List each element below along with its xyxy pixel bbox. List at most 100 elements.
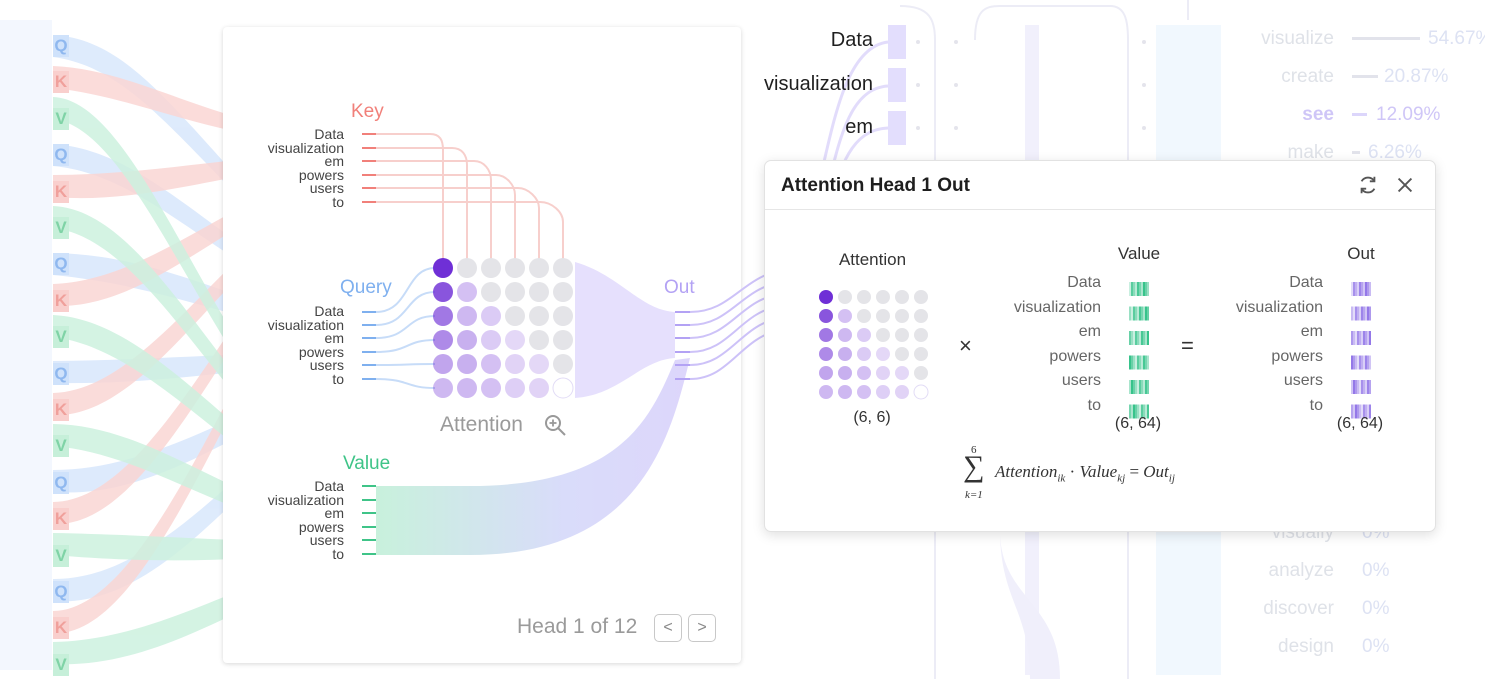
query-token: em: [324, 330, 344, 346]
attention-cell[interactable]: [505, 354, 525, 374]
qkv-label-v: V: [53, 326, 69, 349]
attention-cell[interactable]: [433, 306, 453, 326]
attention-cell[interactable]: [481, 282, 501, 302]
chevron-left-icon[interactable]: <: [654, 614, 682, 642]
pred-bar: [1352, 75, 1378, 78]
attention-cell[interactable]: [529, 378, 549, 398]
attention-cell[interactable]: [505, 258, 525, 278]
popup-token: users: [1283, 372, 1323, 389]
value-vector: [1129, 331, 1149, 345]
attention-cell[interactable]: [433, 354, 453, 374]
popup-token: Data: [1067, 274, 1101, 291]
popup-attention-cell: [914, 347, 928, 361]
value-vector: [1129, 404, 1149, 419]
attention-cell[interactable]: [553, 282, 573, 302]
prediction-word: discover: [1263, 598, 1334, 619]
attention-cell[interactable]: [481, 330, 501, 350]
popup-token: powers: [1271, 347, 1323, 365]
attention-cell[interactable]: [457, 258, 477, 278]
attention-cell[interactable]: [457, 354, 477, 374]
attention-cell[interactable]: [553, 354, 573, 374]
attention-cell[interactable]: [505, 378, 525, 398]
qkv-label-k: K: [53, 71, 69, 94]
popup-attention-cell: [857, 328, 871, 342]
query-token: users: [309, 357, 344, 373]
prediction-word: see: [1302, 104, 1334, 125]
popup-attention-shape: (6, 6): [853, 409, 891, 426]
popup-formula: 6 ∑ k=1 Attentionik · Valuekj = Outij: [961, 444, 1281, 504]
attention-cell[interactable]: [457, 306, 477, 326]
attention-cell[interactable]: [505, 282, 525, 302]
out-vector: [1351, 404, 1371, 419]
popup-attention-cell: [819, 328, 833, 342]
popup-attention-cell: [857, 385, 871, 399]
attention-cell[interactable]: [529, 306, 549, 326]
popup-matrices: [819, 282, 1371, 419]
attention-cell[interactable]: [553, 330, 573, 350]
attention-cell[interactable]: [481, 378, 501, 398]
attention-cell[interactable]: [457, 282, 477, 302]
popup-attention-cell: [838, 366, 852, 380]
query-token: visualization: [267, 316, 344, 333]
attention-cell[interactable]: [529, 354, 549, 374]
attention-cell[interactable]: [553, 258, 573, 278]
popup-attention-cell: [838, 385, 852, 399]
popup-attention-cell: [857, 347, 871, 361]
popup-attention-cell: [876, 309, 890, 323]
attention-cell[interactable]: [457, 378, 477, 398]
qkv-label-v: V: [53, 653, 69, 676]
popup-attention-cell: [914, 366, 928, 380]
equals-operator: =: [1181, 333, 1194, 358]
qkv-label-k: K: [53, 508, 69, 531]
zoom-in-icon[interactable]: [543, 413, 567, 437]
pred-bar: [1352, 113, 1367, 116]
attention-cell[interactable]: [553, 306, 573, 326]
key-token: users: [309, 180, 344, 196]
attention-cell[interactable]: [529, 330, 549, 350]
qkv-label-v: V: [53, 217, 69, 239]
attention-cell[interactable]: [505, 330, 525, 350]
attention-cell[interactable]: [457, 330, 477, 350]
prediction-pct: 6.26%: [1368, 142, 1422, 163]
popup-token: to: [1309, 396, 1323, 414]
popup-attention-cell: [857, 366, 871, 380]
formula-sum-upper: 6: [971, 444, 977, 456]
value-title: Value: [343, 453, 391, 474]
popup-out-label: Out: [1347, 244, 1375, 263]
popup-attention-cell: [914, 309, 928, 323]
attention-cell[interactable]: [433, 330, 453, 350]
key-token: to: [332, 193, 344, 210]
attention-cell[interactable]: [505, 306, 525, 326]
head-pager-label: Head 1 of 12: [517, 615, 638, 638]
key-token: em: [324, 153, 344, 169]
attention-cell[interactable]: [433, 378, 453, 398]
popup-attention-cell: [819, 347, 833, 361]
popup-value-label: Value: [1117, 244, 1161, 263]
attention-cell[interactable]: [481, 258, 501, 278]
close-icon[interactable]: [1394, 174, 1416, 196]
prediction-pct: 20.87%: [1384, 66, 1449, 87]
popup-attention-cell: [914, 290, 928, 304]
out-vector: [1351, 355, 1371, 370]
popup-attention-cell: [895, 309, 909, 323]
attention-cell[interactable]: [481, 354, 501, 374]
chevron-right-icon[interactable]: >: [688, 614, 716, 642]
qkv-label-q: Q: [53, 253, 69, 276]
formula-expression: Attentionik · Valuekj = Outij: [995, 462, 1175, 485]
popup-header: Attention Head 1 Out: [765, 161, 1435, 210]
value-token: users: [309, 532, 344, 548]
attention-cell[interactable]: [481, 306, 501, 326]
refresh-icon[interactable]: [1357, 174, 1379, 196]
attention-cell[interactable]: [433, 258, 453, 278]
prediction-pct: 54.67%: [1428, 28, 1485, 49]
attention-cell[interactable]: [529, 282, 549, 302]
value-vector: [1129, 355, 1149, 370]
prediction-word: visualize: [1261, 28, 1334, 49]
popup-attention-cell: [819, 290, 833, 304]
popup-attention-cell: [895, 347, 909, 361]
attention-cell[interactable]: [529, 258, 549, 278]
attention-cell[interactable]: [552, 377, 574, 399]
attention-cell[interactable]: [433, 282, 453, 302]
query-token: powers: [298, 343, 344, 360]
